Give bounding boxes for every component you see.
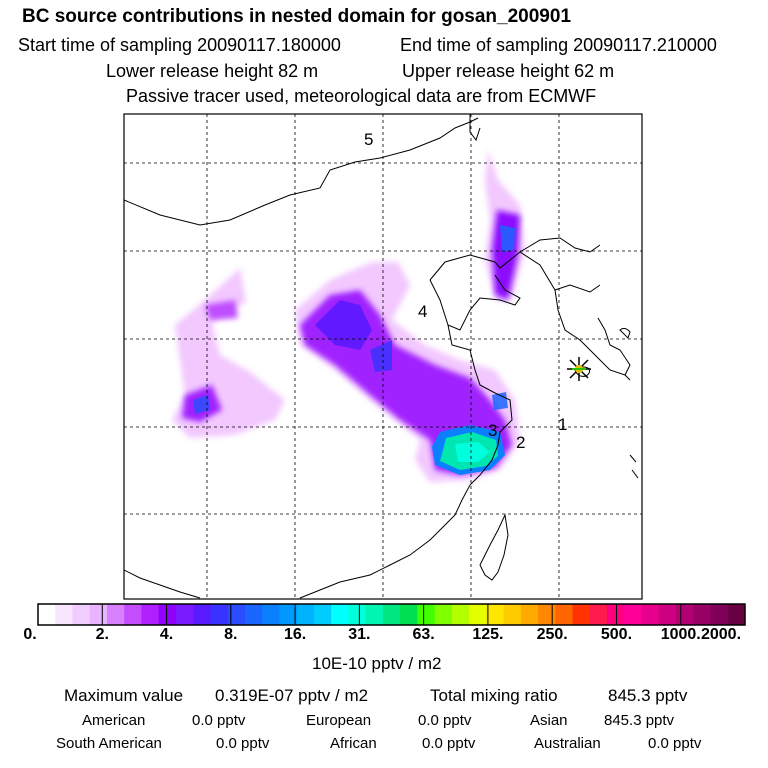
plume-high — [193, 395, 210, 414]
colorbar-swatch — [158, 604, 177, 625]
colorbar-tick-label: 2000. — [700, 626, 742, 643]
colorbar-tick-label: 2. — [95, 626, 109, 643]
region-name-american: American — [82, 712, 146, 729]
graticule — [124, 114, 642, 599]
colorbar-swatch — [417, 604, 436, 625]
colorbar-swatch — [262, 604, 280, 625]
colorbar-swatch — [710, 604, 729, 625]
region-value-american: 0.0 pptv — [192, 712, 246, 729]
region-name-african: African — [330, 735, 377, 752]
region-name-australian: Australian — [534, 735, 601, 752]
source-region-labels: 5 4 3 2 1 — [364, 130, 567, 452]
plume-high — [500, 225, 515, 252]
colorbar-swatch — [676, 604, 694, 625]
colorbar-swatch — [141, 604, 160, 625]
total-mixing-label: Total mixing ratio — [430, 686, 558, 705]
region-value-australian: 0.0 pptv — [648, 735, 702, 752]
total-mixing-value: 845.3 pptv — [608, 686, 688, 705]
colorbar-swatch — [210, 604, 229, 625]
map-frame — [123, 113, 643, 600]
colorbar-swatch — [555, 604, 574, 625]
plume-core — [455, 442, 490, 462]
region-label-4: 4 — [418, 302, 427, 321]
colorbar-swatch — [658, 604, 677, 625]
colorbar-tick-label: 125. — [472, 626, 504, 643]
colorbar-swatch — [296, 604, 315, 625]
colorbar-swatch — [572, 604, 591, 625]
receptor-star — [567, 357, 591, 381]
sampling-end: End time of sampling 20090117.210000 — [400, 35, 717, 55]
colorbar-swatch — [589, 604, 608, 625]
region-label-5: 5 — [364, 130, 373, 149]
colorbar-tick-label: 31. — [348, 626, 371, 643]
sampling-start: Start time of sampling 20090117.180000 — [18, 35, 341, 55]
region-label-3: 3 — [488, 421, 497, 440]
colorbar-swatch — [607, 604, 625, 625]
region-name-asian: Asian — [530, 712, 568, 729]
region-name-south-american: South American — [56, 735, 162, 752]
region-value-european: 0.0 pptv — [418, 712, 472, 729]
colorbar-swatch — [89, 604, 108, 625]
colorbar-swatch — [106, 604, 125, 625]
region-value-asian: 845.3 pptv — [604, 712, 675, 729]
lower-release-height: Lower release height 82 m — [106, 61, 319, 81]
region-label-2: 2 — [516, 433, 525, 452]
colorbar-swatch — [538, 604, 556, 625]
colorbar-swatch — [486, 604, 505, 625]
colorbar-tick-label: 8. — [224, 626, 238, 643]
region-label-1: 1 — [558, 415, 567, 434]
colorbar-swatch — [331, 604, 349, 625]
colorbar-swatch — [365, 604, 384, 625]
plume-high — [315, 300, 372, 350]
region-value-south-american: 0.0 pptv — [216, 735, 270, 752]
colorbar-swatch — [313, 604, 332, 625]
colorbar-tick-label: 1000. — [660, 626, 701, 643]
colorbar-swatch — [227, 604, 246, 625]
coastlines — [124, 114, 639, 599]
region-name-european: European — [306, 712, 372, 729]
colorbar-swatch — [451, 604, 470, 625]
colorbar-tick-label: 0. — [23, 626, 37, 643]
colorbar-tick-label: 16. — [283, 626, 307, 643]
colorbar-tick-label: 4. — [159, 626, 174, 643]
colorbar-tick-label: 250. — [536, 626, 568, 643]
colorbar-tick-label: 500. — [600, 626, 633, 643]
colorbar-swatch — [244, 604, 263, 625]
colorbar-swatch — [400, 604, 418, 625]
colorbar-swatch — [727, 604, 746, 625]
chart-title: BC source contributions in nested domain… — [22, 6, 572, 27]
max-value-label: Maximum value — [64, 686, 184, 705]
colorbar-swatch — [624, 604, 643, 625]
colorbar-swatch — [348, 604, 367, 625]
colorbar-swatch — [55, 604, 73, 625]
plume-high — [492, 392, 508, 410]
colorbar-swatch — [193, 604, 211, 625]
max-value: 0.319E-07 pptv / m2 — [215, 686, 369, 705]
colorbar-swatch — [72, 604, 91, 625]
colorbar-swatch — [175, 604, 194, 625]
upper-release-height: Upper release height 62 m — [402, 61, 615, 81]
colorbar-swatch — [124, 604, 142, 625]
plume-high — [370, 340, 392, 372]
colorbar-swatch — [38, 604, 56, 625]
colorbar-unit: 10E-10 pptv / m2 — [312, 654, 442, 673]
colorbar-tick-label: 63. — [412, 626, 435, 643]
plume-mid — [205, 300, 238, 320]
region-value-african: 0.0 pptv — [422, 735, 476, 752]
colorbar-swatch — [641, 604, 660, 625]
colorbar-swatch — [520, 604, 539, 625]
colorbar-swatch — [382, 604, 401, 625]
colorbar-swatch — [693, 604, 712, 625]
colorbar-swatch — [279, 604, 298, 625]
colorbar-swatch — [503, 604, 522, 625]
tracer-note: Passive tracer used, meteorological data… — [126, 86, 597, 106]
colorbar-swatch — [469, 604, 487, 625]
colorbar-swatch — [434, 604, 453, 625]
